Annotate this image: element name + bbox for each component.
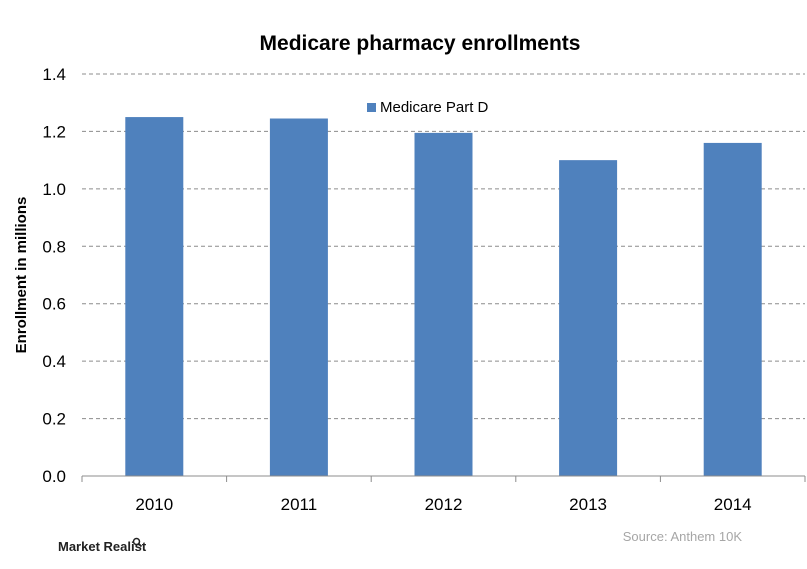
y-axis-label: Enrollment in millions <box>13 197 30 354</box>
bar-2014 <box>703 142 762 476</box>
bar-2012 <box>414 132 473 476</box>
legend: Medicare Part D <box>367 99 489 116</box>
x-tick-label: 2013 <box>569 495 607 514</box>
bar-2010 <box>125 117 184 477</box>
source-note: Source: Anthem 10K <box>623 529 743 544</box>
y-tick-label: 0.6 <box>42 295 66 314</box>
x-tick-label: 2012 <box>425 495 463 514</box>
legend-swatch <box>367 103 376 112</box>
y-tick-label: 1.4 <box>42 65 66 84</box>
chart-title: Medicare pharmacy enrollments <box>260 32 581 55</box>
brand-name: Market Realist <box>58 539 147 554</box>
bar-2013 <box>559 160 618 476</box>
gridlines <box>82 73 805 420</box>
x-tick-labels: 2010 2011 2012 2013 2014 <box>135 495 751 514</box>
magnifier-icon <box>132 537 143 548</box>
bars <box>125 117 762 477</box>
brand-logo: Market Realist <box>58 537 147 554</box>
y-tick-label: 0.4 <box>42 352 66 371</box>
y-tick-label: 1.2 <box>42 122 66 141</box>
y-tick-label: 0.8 <box>42 237 66 256</box>
x-tick-label: 2011 <box>281 495 318 514</box>
bar-2011 <box>269 118 328 476</box>
axes <box>81 475 806 482</box>
y-tick-label: 1.0 <box>42 180 66 199</box>
y-tick-label: 0.2 <box>42 410 66 429</box>
y-tick-label: 0.0 <box>42 467 66 486</box>
x-tick-label: 2014 <box>714 495 752 514</box>
legend-label: Medicare Part D <box>380 99 489 116</box>
y-tick-labels: 0.0 0.2 0.4 0.6 0.8 1.0 1.2 1.4 <box>42 65 66 486</box>
x-tick-label: 2010 <box>135 495 173 514</box>
